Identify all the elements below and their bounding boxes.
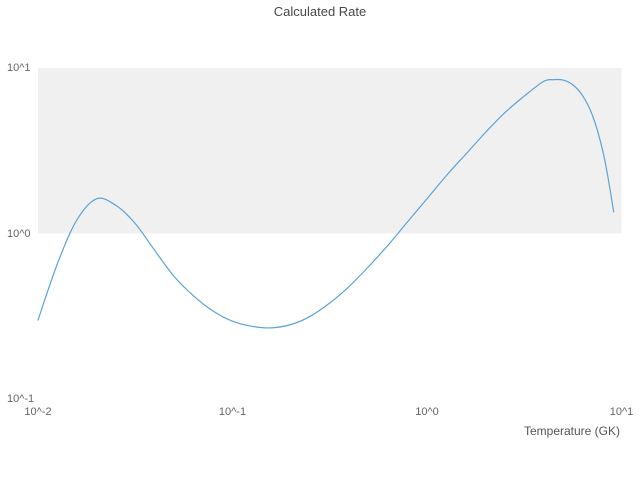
x-tick-label: 10^1 xyxy=(609,406,634,418)
x-axis-label: Temperature (GK) xyxy=(523,424,620,438)
decade-band xyxy=(38,68,622,234)
rate-curve xyxy=(37,78,615,329)
x-tick-label: 10^-2 xyxy=(24,406,52,418)
x-tick-label: 10^0 xyxy=(415,406,439,418)
chart-title: Calculated Rate xyxy=(273,4,367,19)
y-tick-label: 10^-1 xyxy=(7,393,35,405)
y-tick-label: 10^1 xyxy=(7,62,31,74)
y-tick-label: 10^0 xyxy=(7,227,31,240)
x-tick-label: 10^-1 xyxy=(218,406,247,418)
